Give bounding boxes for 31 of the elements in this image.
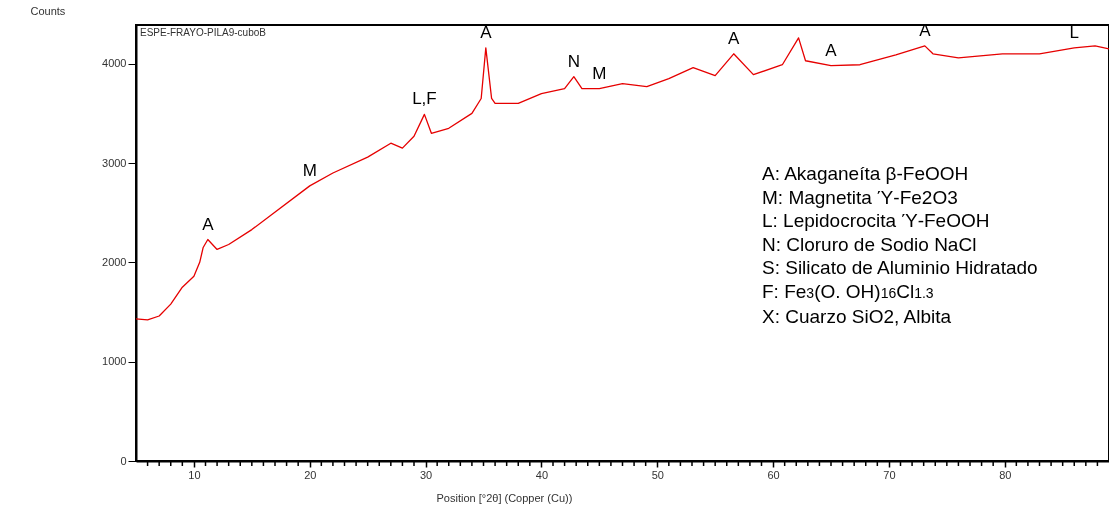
x-tick-label: 50 xyxy=(651,468,664,481)
annotation: N xyxy=(567,51,580,71)
annotation: A xyxy=(728,28,741,48)
x-axis-title: Position [°2θ] (Copper (Cu)) xyxy=(436,491,573,504)
y-tick-label: 3000 xyxy=(102,156,127,169)
annotation: ESPE-FRAYO-PILA9-cuboB xyxy=(140,27,267,38)
y-tick-label: 0 xyxy=(120,454,127,467)
annotation: M: Magnetita Ύ-Fe2O3 xyxy=(762,185,959,209)
x-tick-label: 70 xyxy=(883,468,896,481)
annotation: L: Lepidocrocita Ύ-FeOOH xyxy=(762,209,991,233)
annotation: S: Silicato de Aluminio Hidratado xyxy=(762,256,1039,280)
y-axis-title: Counts xyxy=(30,4,66,17)
annotation: A xyxy=(825,40,838,60)
x-tick-label: 20 xyxy=(304,468,317,481)
y-tick-label: 1000 xyxy=(102,355,127,368)
annotation: L xyxy=(1069,22,1079,42)
annotation: A: Akaganeíta β-FeOOH xyxy=(762,162,970,186)
annotation: X: Cuarzo SiO2, Albita xyxy=(762,305,953,329)
annotation: M xyxy=(302,160,317,180)
y-tick-label: 2000 xyxy=(102,255,127,268)
annotation: M xyxy=(592,63,607,83)
x-tick-label: 60 xyxy=(767,468,780,481)
annotation: A xyxy=(480,22,493,42)
y-tick-label: 4000 xyxy=(102,57,127,70)
x-tick-label: 80 xyxy=(999,468,1012,481)
x-tick-label: 40 xyxy=(535,468,549,481)
annotation: L,F xyxy=(412,89,437,109)
x-tick-label: 30 xyxy=(419,468,433,481)
x-tick-label: 10 xyxy=(188,468,201,481)
annotation: A xyxy=(202,214,215,234)
annotation: N: Cloruro de Sodio NaCl xyxy=(762,232,978,256)
